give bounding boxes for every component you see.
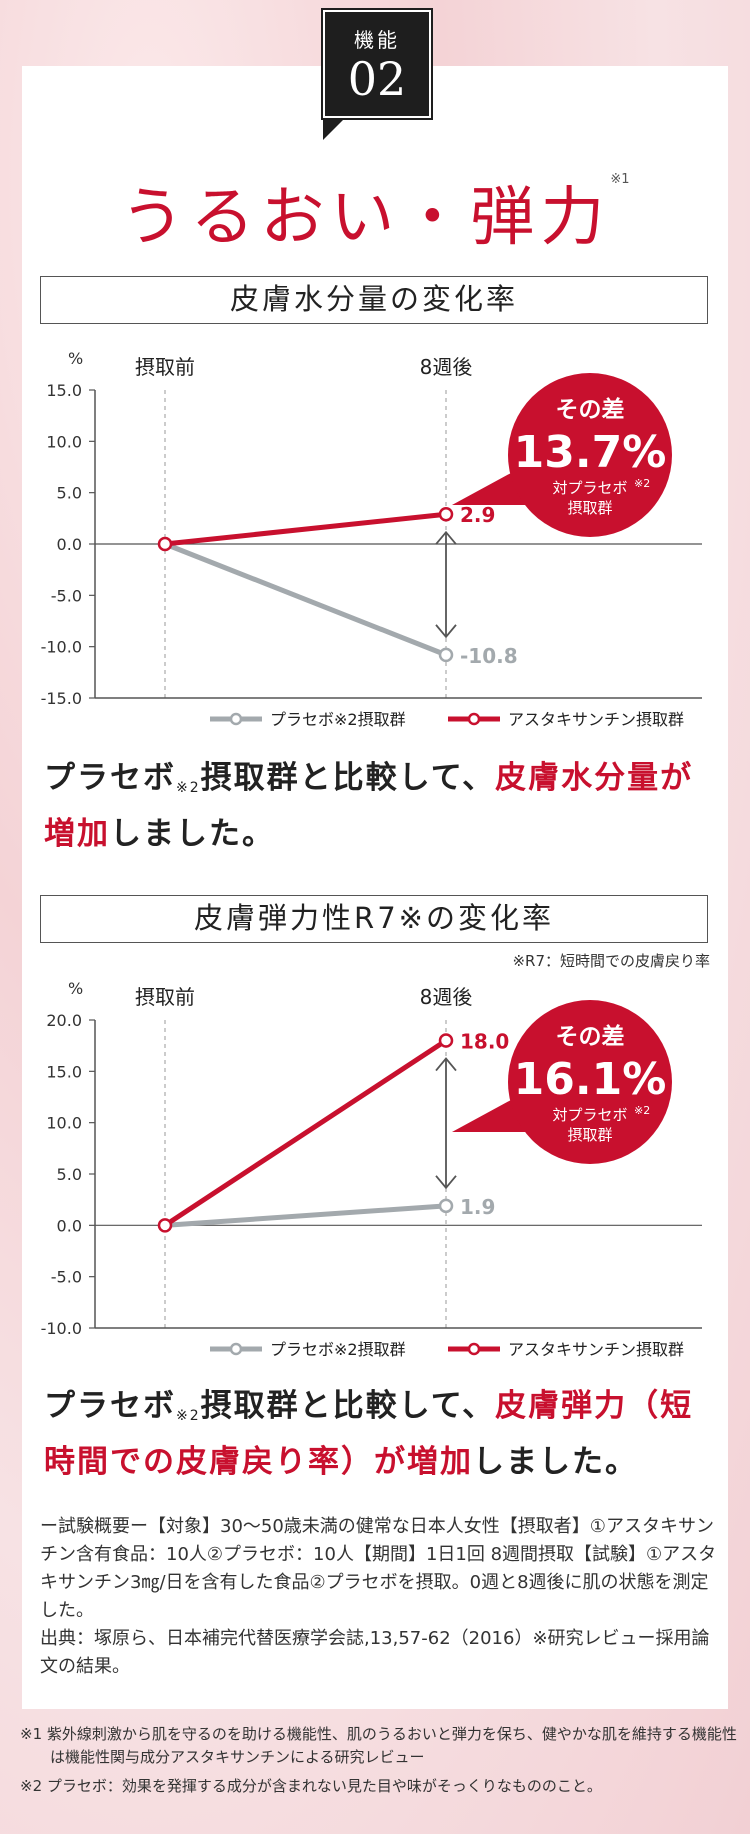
lead1-pre: プラセボ — [44, 760, 176, 796]
chart-svg: % 摂取前 8週後 15.0 10.0 5.0 0.0 -5.0 -10.0 -15.0 -10.8… — [41, 349, 702, 729]
lead1-mid: 摂取群と比較して、 — [200, 760, 496, 796]
footnote-1: ※1 紫外線刺激から肌を守るのを助ける機能性、肌のうるおいと弾力を保ち、健やかな… — [20, 1725, 737, 1766]
difference-arrow-head-up — [435, 530, 457, 545]
y-tick-label: 10.0 — [46, 1114, 82, 1133]
difference-arrow-head-up — [435, 1057, 457, 1072]
section2-lead: プラセボ※2摂取群と比較して、皮膚弾力（短時間での皮膚戻り率）が増加しました。 — [44, 1378, 714, 1490]
y-tick-label: 15.0 — [46, 1062, 82, 1081]
y-tick-label: -15.0 — [41, 689, 82, 708]
callout-sub-note: ※2 — [634, 1104, 650, 1117]
data-label: 2.9 — [460, 503, 495, 527]
callout-sub2: 摂取群 — [567, 499, 612, 517]
category-label: 摂取前 — [135, 985, 195, 1009]
series-line-astaxanthin — [164, 511, 447, 547]
category-label: 摂取前 — [135, 355, 195, 379]
data-point-start — [157, 1218, 173, 1233]
function-badge: 機能 02 — [323, 10, 431, 118]
y-tick-label: 5.0 — [57, 1165, 82, 1184]
callout-top-text: その差 — [556, 1023, 625, 1050]
lead2-highlight: 皮膚弾力（短時間での皮膚戻り率）が増加 — [44, 1388, 694, 1480]
lead2-pre: プラセボ — [44, 1388, 176, 1424]
legend-label: アスタキサンチン摂取群 — [508, 710, 684, 729]
r7-note: ※R7：短時間での皮膚戻り率 — [512, 952, 710, 970]
y-tick-label: -10.0 — [41, 1319, 82, 1338]
badge-tail — [323, 118, 345, 140]
y-unit-label: % — [68, 349, 83, 368]
summary-source: 出典：塚原ら、日本補完代替医療学会誌,13,57-62（2016）※研究レビュー… — [40, 1628, 710, 1677]
section2-heading: 皮膚弾力性R7※の変化率 — [40, 895, 708, 943]
y-tick-label: -10.0 — [41, 638, 82, 657]
section1-lead: プラセボ※2摂取群と比較して、皮膚水分量が増加しました。 — [44, 750, 714, 862]
chart-svg: % 摂取前 8週後 20.0 15.0 10.0 5.0 0.0 -5.0 -10.0 1.9 18.… — [41, 979, 702, 1359]
category-label: 8週後 — [420, 985, 473, 1009]
series-line-placebo — [164, 1203, 447, 1228]
callout-value: 16.1% — [514, 1054, 667, 1105]
y-tick-label: 15.0 — [46, 381, 82, 400]
callout-sub2: 摂取群 — [567, 1126, 612, 1144]
section1-heading: 皮膚水分量の変化率 — [40, 276, 708, 324]
category-label: 8週後 — [420, 355, 473, 379]
title-note: ※1 — [610, 172, 630, 187]
legend-label: プラセボ※2摂取群 — [270, 710, 406, 729]
data-label: 1.9 — [460, 1195, 495, 1219]
callout-circle — [508, 1000, 672, 1164]
y-tick-label: 10.0 — [46, 432, 82, 451]
badge-number: 02 — [347, 52, 407, 106]
chart-elasticity: % 摂取前 8週後 20.0 15.0 10.0 5.0 0.0 -5.0 -10.0 1.9 18.… — [0, 970, 750, 1360]
chart-moisture: % 摂取前 8週後 15.0 10.0 5.0 0.0 -5.0 -10.0 -15.0 -10.8… — [0, 340, 750, 730]
data-point — [438, 1033, 454, 1048]
data-point — [438, 506, 454, 522]
lead1-note: ※2 — [176, 780, 201, 796]
data-label: -10.8 — [460, 644, 518, 668]
legend-label: プラセボ※2摂取群 — [270, 1340, 406, 1359]
callout-value: 13.7% — [514, 427, 667, 478]
page-title: うるおい・弾力※1 — [0, 166, 750, 258]
footnote-2: ※2 プラセボ：効果を発揮する成分が含まれない見た目や味がそっくりなもののこと。 — [20, 1777, 602, 1795]
y-tick-label: 5.0 — [57, 484, 82, 503]
study-summary: ー試験概要ー【対象】30〜50歳未満の健常な日本人女性【摂取者】①アスタキサンチ… — [40, 1513, 720, 1681]
y-tick-label: -5.0 — [51, 586, 82, 605]
badge-label: 機能 — [354, 28, 400, 52]
summary-overview: ー試験概要ー【対象】30〜50歳未満の健常な日本人女性【摂取者】①アスタキサンチ… — [40, 1516, 717, 1621]
y-tick-label: -5.0 — [51, 1268, 82, 1287]
title-text: うるおい・弾力 — [120, 181, 611, 255]
callout-sub1: 対プラセボ — [552, 1106, 627, 1124]
data-label: 18.0 — [460, 1030, 509, 1054]
difference-arrow-head-down — [435, 1175, 457, 1190]
legend-label: アスタキサンチン摂取群 — [508, 1340, 684, 1359]
series-line-placebo — [164, 541, 447, 658]
legend-swatch-point — [229, 1342, 243, 1356]
legend-swatch-point — [229, 712, 243, 726]
data-point-start — [157, 536, 173, 552]
legend-swatch-point — [467, 1342, 481, 1356]
lead2-note: ※2 — [176, 1408, 201, 1424]
lead1-highlight: 皮膚水分量が増加 — [44, 760, 694, 852]
data-point — [438, 647, 454, 663]
lead2-post: しました。 — [473, 1444, 638, 1480]
lead1-post: しました。 — [110, 816, 275, 852]
lead2-mid: 摂取群と比較して、 — [200, 1388, 496, 1424]
footnotes: ※1 紫外線刺激から肌を守るのを助ける機能性、肌のうるおいと弾力を保ち、健やかな… — [20, 1723, 740, 1804]
y-tick-label: 0.0 — [57, 535, 82, 554]
callout-sub1: 対プラセボ — [552, 479, 627, 497]
callout-top-text: その差 — [556, 396, 625, 423]
y-tick-label: 20.0 — [46, 1011, 82, 1030]
y-tick-label: 0.0 — [57, 1216, 82, 1235]
content-card — [22, 66, 728, 1709]
data-point — [438, 1198, 454, 1214]
series-line-astaxanthin — [163, 1038, 448, 1228]
y-unit-label: % — [68, 979, 83, 998]
difference-arrow-head-down — [435, 624, 457, 639]
callout-sub-note: ※2 — [634, 477, 650, 490]
callout-circle — [508, 373, 672, 537]
legend-swatch-point — [467, 712, 481, 726]
